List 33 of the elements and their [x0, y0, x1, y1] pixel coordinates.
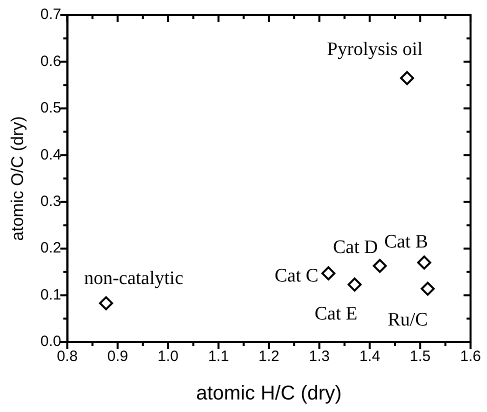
point [321, 266, 336, 280]
x-tick-label: 1.3 [308, 348, 330, 366]
y-axis-title: atomic O/C (dry) [8, 116, 27, 241]
y-tick-label: 0.6 [40, 52, 62, 70]
x-tick-label: 1.0 [158, 348, 179, 366]
y-tick-label: 0.0 [40, 333, 62, 350]
x-tick-label: 1.5 [410, 348, 431, 366]
point [420, 282, 435, 296]
point [99, 296, 114, 310]
y-tick-label: 0.7 [40, 6, 62, 24]
x-tick-label: 1.1 [208, 348, 229, 366]
y-tick-label: 0.1 [40, 286, 62, 304]
y-tick-label: 0.5 [40, 100, 62, 117]
annotation: Pyrolysis oil [327, 39, 423, 60]
annotation: Cat B [384, 232, 428, 253]
y-tick-label: 0.3 [40, 193, 62, 210]
point [400, 71, 414, 86]
annotation: Cat D [332, 236, 378, 258]
point [348, 278, 362, 292]
point [372, 258, 387, 273]
y-tick-label: 0.4 [40, 146, 62, 164]
point [417, 256, 432, 270]
x-tick-label: 1.2 [258, 348, 280, 366]
annotation: Ru/C [388, 310, 428, 331]
x-tick-label: 1.6 [460, 348, 482, 366]
x-tick-label: 0.9 [107, 348, 128, 366]
x-tick-label: 0.8 [56, 348, 78, 366]
y-tick-label: 0.2 [40, 240, 62, 257]
x-tick-label: 1.4 [359, 348, 380, 366]
annotation: non-catalytic [84, 268, 184, 290]
x-axis-title: atomic H/C (dry) [196, 382, 342, 405]
annotation: Cat E [314, 304, 358, 325]
annotation: Cat C [274, 265, 318, 286]
